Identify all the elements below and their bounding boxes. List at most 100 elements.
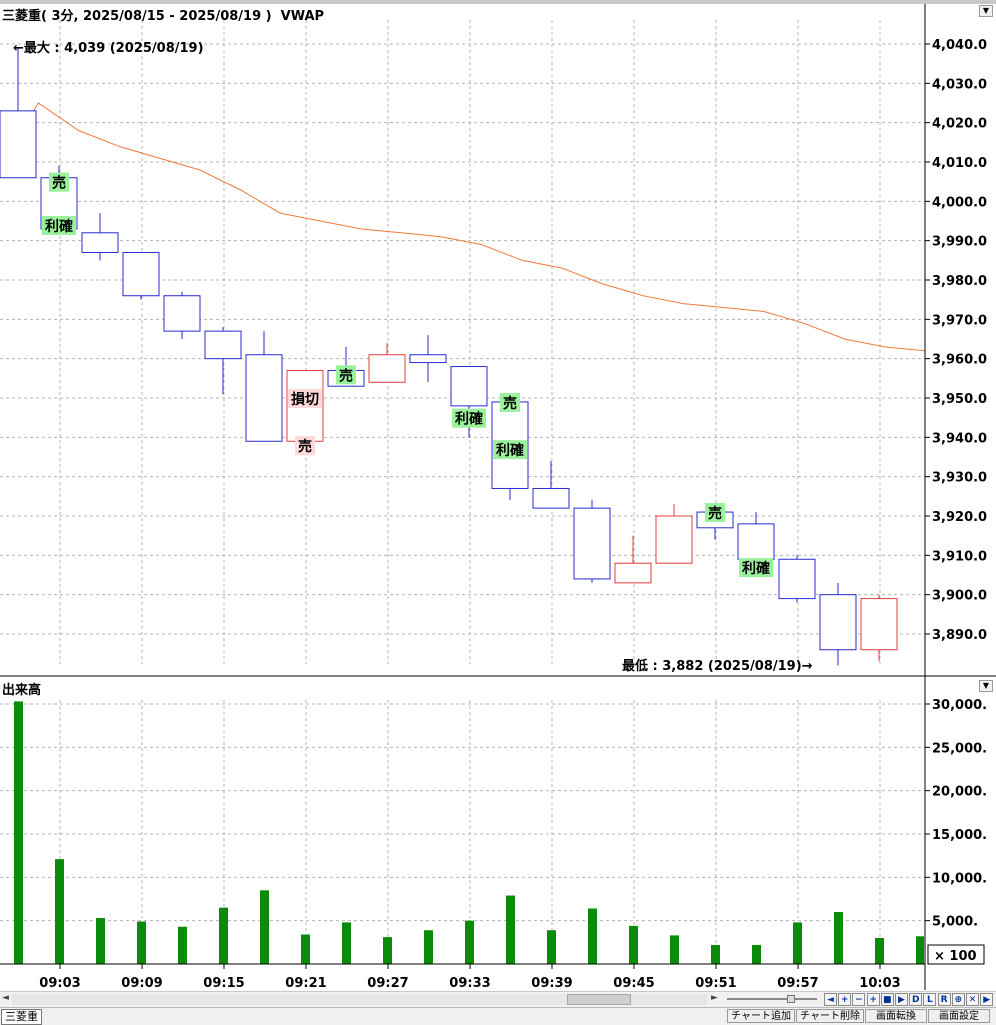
time-tick-label: 09:57 (777, 976, 818, 990)
signal-label: 売 (503, 395, 517, 412)
volume-panel-menu-icon[interactable]: ▼ (979, 680, 993, 692)
price-tick-label: 4,000.0 (932, 195, 987, 210)
scroll-left-icon[interactable]: ◄ (2, 993, 9, 1003)
volume-bar (588, 908, 597, 964)
volume-title: 出来高 (2, 682, 41, 698)
add-chart-button[interactable]: チャート追加 (727, 1009, 795, 1023)
time-tick-label: 09:09 (121, 976, 162, 990)
volume-bar (260, 890, 269, 964)
time-tick-label: 09:51 (695, 976, 736, 990)
signal-badge (49, 172, 69, 192)
volume-bar (178, 926, 187, 964)
close-icon[interactable]: ✕ (966, 993, 979, 1006)
signal-badge (705, 503, 725, 523)
price-tick-label: 3,890.0 (932, 628, 987, 643)
candle-body (737, 523, 775, 560)
volume-bar (342, 922, 351, 964)
stock-tab[interactable]: 三菱重 (1, 1009, 42, 1025)
time-tick-label: 10:03 (859, 976, 900, 990)
switch-screen-button[interactable]: 画面転換 (865, 1009, 927, 1023)
time-tick-label: 09:39 (531, 976, 572, 990)
time-tick-label: 09:45 (613, 976, 654, 990)
price-tick-label: 3,920.0 (932, 510, 987, 525)
candle-body (819, 594, 857, 651)
time-tick-label: 09:33 (449, 976, 490, 990)
delete-chart-button[interactable]: チャート削除 (796, 1009, 864, 1023)
candle-body (614, 562, 652, 584)
candle-body (81, 232, 119, 253)
price-tick-label: 3,950.0 (932, 392, 987, 407)
zoom-out-icon[interactable]: − (852, 993, 866, 1006)
price-tick-label: 3,910.0 (932, 549, 987, 564)
signal-label: 利確 (742, 560, 770, 577)
status-bar: 三菱重 チャート追加 チャート削除 画面転換 画面設定 (0, 1007, 996, 1025)
r-icon[interactable]: R (937, 993, 951, 1006)
max-annotation: ←最大 : 4,039 (2025/08/19) (13, 40, 204, 56)
volume-bar (711, 944, 720, 964)
zoom-slider[interactable] (727, 995, 817, 1003)
zoom-slider-knob[interactable] (787, 995, 795, 1003)
d-icon[interactable]: D (909, 993, 923, 1006)
candle-body (532, 487, 570, 509)
scroll-thumb[interactable] (567, 994, 631, 1005)
window-top-border (0, 0, 996, 4)
volume-bar (219, 907, 228, 964)
stop-icon[interactable]: ■ (880, 993, 894, 1006)
price-tick-label: 4,030.0 (932, 77, 987, 92)
zoom-slider-track (727, 998, 817, 1000)
signal-label: 利確 (455, 411, 483, 428)
scroll-track[interactable] (12, 994, 707, 1005)
vwap-line (0, 102, 926, 352)
volume-bar (96, 918, 105, 964)
first-icon[interactable]: ◄ (824, 993, 837, 1006)
volume-bar (670, 935, 679, 964)
volume-tick-label: 25,000. (932, 741, 987, 756)
last-icon[interactable]: ▶ (980, 993, 994, 1006)
l-icon[interactable]: L (923, 993, 937, 1006)
magnify-icon[interactable]: ⊕ (951, 993, 965, 1006)
price-tick-label: 4,010.0 (932, 156, 987, 171)
candle-body (573, 507, 611, 580)
volume-tick-label: 5,000. (932, 915, 978, 930)
play-icon[interactable]: ▶ (895, 993, 908, 1006)
candle-body (204, 330, 242, 360)
volume-bar (834, 912, 843, 964)
scroll-right-icon[interactable]: ► (711, 993, 718, 1003)
signal-label: 売 (298, 438, 312, 455)
min-annotation: 最低 : 3,882 (2025/08/19)→ (622, 658, 813, 674)
signal-label: 売 (708, 505, 722, 522)
volume-bar (793, 922, 802, 964)
price-panel-menu-icon[interactable]: ▼ (979, 5, 993, 17)
volume-bar (383, 937, 392, 964)
volume-unit-box (927, 944, 985, 965)
volume-bar (547, 930, 556, 964)
candle-body (450, 366, 488, 407)
signal-label: 損切 (291, 391, 319, 408)
signal-label: 利確 (45, 218, 73, 235)
candle-body (368, 354, 406, 383)
signal-badge (500, 392, 520, 412)
signal-label: 利確 (496, 442, 524, 459)
candle-body (860, 598, 898, 651)
price-tick-label: 4,020.0 (932, 117, 987, 132)
time-tick-label: 09:03 (39, 976, 80, 990)
signal-badge (336, 365, 356, 385)
time-tick-label: 09:21 (285, 976, 326, 990)
chart-title: 三菱重( 3分, 2025/08/15 - 2025/08/19 ) VWAP (2, 9, 325, 24)
candle-body (409, 354, 447, 364)
candle-body (655, 515, 693, 564)
zoom-in-icon[interactable]: + (838, 993, 852, 1006)
volume-tick-label: 20,000. (932, 785, 987, 800)
time-tick-label: 09:15 (203, 976, 244, 990)
screen-settings-button[interactable]: 画面設定 (928, 1009, 990, 1023)
volume-bar (506, 895, 515, 964)
signal-badge (42, 215, 76, 235)
volume-tick-label: 30,000. (932, 698, 987, 713)
cross-icon[interactable]: + (866, 993, 880, 1006)
signal-label: 売 (52, 175, 66, 192)
horizontal-scrollbar[interactable]: ◄ ► ◄ + − + ■ ▶ D L R ⊕ ✕ ▶ (0, 991, 996, 1007)
volume-bar (916, 936, 924, 964)
signal-badge (295, 436, 315, 456)
volume-tick-label: 10,000. (932, 871, 987, 886)
